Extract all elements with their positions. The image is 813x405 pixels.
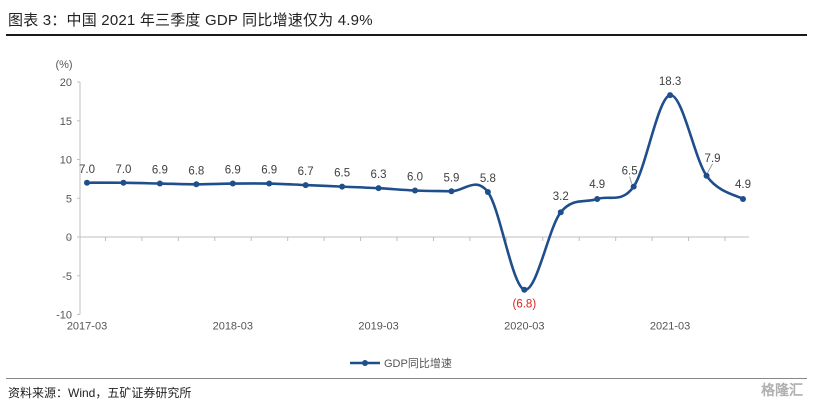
gdp-data-point — [266, 180, 273, 187]
data-label: 5.9 — [443, 172, 459, 184]
data-label: 6.9 — [152, 165, 168, 177]
data-label: 7.9 — [705, 153, 721, 165]
legend-swatch-marker — [362, 360, 368, 366]
x-tick-label: 2019-03 — [358, 321, 398, 333]
label-leader-line — [707, 163, 713, 173]
data-label: 6.5 — [622, 166, 638, 178]
watermark-logo: 格隆汇 — [761, 382, 803, 398]
data-label: 3.2 — [553, 191, 569, 203]
legend-label: GDP同比增速 — [384, 356, 452, 370]
data-label: 5.8 — [480, 173, 496, 185]
title-divider — [6, 34, 807, 36]
data-label: 6.8 — [188, 165, 204, 177]
gdp-data-point — [229, 180, 236, 187]
gdp-data-point — [484, 189, 491, 196]
data-label: 6.3 — [371, 169, 387, 181]
gdp-data-point — [703, 172, 710, 179]
gdp-data-point — [667, 92, 674, 99]
gdp-data-point — [557, 209, 564, 216]
gdp-data-point — [193, 181, 200, 188]
gdp-data-point — [156, 180, 163, 187]
gdp-data-point — [302, 182, 309, 189]
y-tick-label: 20 — [60, 77, 72, 89]
x-tick-label: 2021-03 — [650, 321, 690, 333]
data-label: 7.0 — [115, 164, 131, 176]
x-tick-label: 2018-03 — [213, 321, 253, 333]
figure-title: 图表 3：中国 2021 年三季度 GDP 同比增速仅为 4.9% — [8, 12, 373, 29]
data-label: 4.9 — [735, 179, 751, 191]
gdp-data-point — [740, 196, 746, 203]
chart-data-labels: 7.0 7.0 6.9 6.8 6.9 6.9 6.7 6.5 6.3 6.0 5.9 5.8 (6.8… — [79, 76, 751, 311]
source-note: 资料来源：Wind，五矿证券研究所 — [8, 386, 192, 400]
data-label: (6.8) — [513, 299, 537, 311]
y-tick-label: -5 — [62, 271, 72, 283]
data-label: 6.0 — [407, 172, 423, 184]
gdp-line-chart: -10-505101520(%)2017-032018-032019-03202… — [55, 59, 751, 370]
data-label: 18.3 — [659, 76, 681, 88]
y-tick-label: 10 — [60, 155, 72, 167]
chart-legend: GDP同比增速 — [350, 356, 452, 370]
label-leader-line — [629, 176, 633, 184]
data-label: 7.0 — [79, 164, 95, 176]
gdp-data-point — [412, 187, 418, 194]
gdp-data-point — [448, 188, 455, 195]
y-tick-label: 5 — [66, 193, 72, 205]
gdp-data-point — [375, 185, 382, 192]
data-label: 4.9 — [589, 179, 605, 191]
data-label: 6.9 — [225, 165, 241, 177]
gdp-data-point — [339, 183, 346, 190]
data-label: 6.9 — [261, 165, 277, 177]
gdp-data-point — [120, 179, 127, 186]
footer-divider — [6, 378, 807, 379]
gdp-data-point — [521, 286, 528, 293]
gdp-data-point — [630, 183, 637, 190]
gdp-series-line — [86, 93, 744, 291]
y-tick-label: -10 — [56, 310, 72, 322]
data-label: 6.7 — [298, 166, 314, 178]
x-tick-label: 2020-03 — [504, 321, 544, 333]
chart-series — [84, 92, 746, 293]
chart-axes: -10-505101520(%)2017-032018-032019-03202… — [55, 59, 749, 333]
gdp-data-point — [594, 196, 601, 203]
x-tick-label: 2017-03 — [67, 321, 107, 333]
y-tick-label: 15 — [60, 116, 72, 128]
data-label: 6.5 — [334, 168, 350, 180]
gdp-data-point — [84, 179, 90, 186]
y-axis-unit-label: (%) — [55, 59, 72, 71]
